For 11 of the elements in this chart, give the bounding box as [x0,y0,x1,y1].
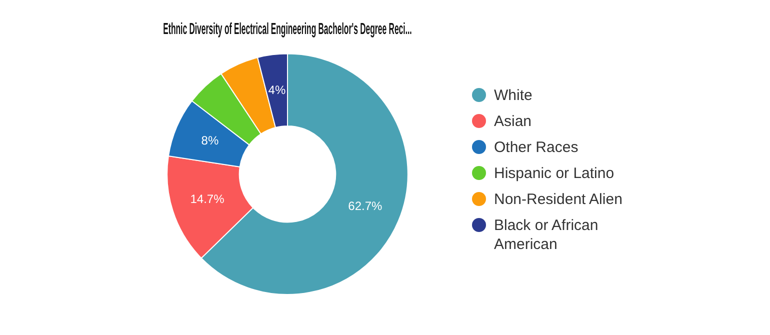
legend-label: Non-Resident Alien [494,190,622,209]
data-label: 14.7% [190,192,225,206]
data-label: 4% [268,82,286,97]
data-label: 62.7% [348,199,382,214]
legend-label: Black or African American [494,216,600,254]
legend-label: Other Races [494,138,578,157]
data-label: 8% [201,133,219,148]
chart-title: Ethnic Diversity of Electrical Engineering Bachelor's Degree Reci... [163,20,412,38]
legend-label: Hispanic or Latino [494,164,614,183]
legend-label: White [494,86,532,105]
legend-label: Asian [494,112,532,131]
